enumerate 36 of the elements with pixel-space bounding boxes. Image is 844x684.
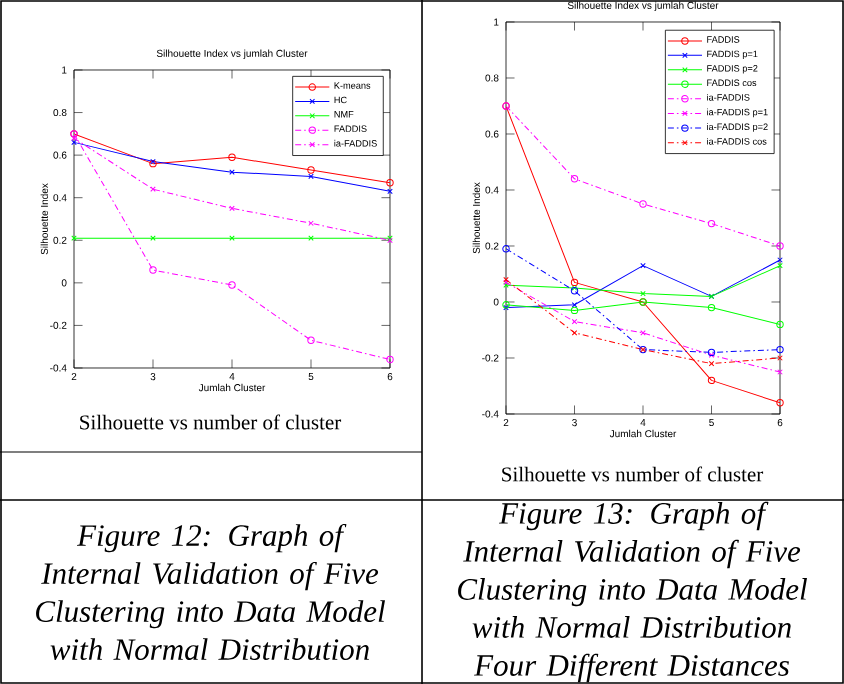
point	[228, 281, 236, 289]
point	[571, 302, 578, 308]
point	[640, 330, 646, 336]
point	[229, 169, 235, 175]
caption: Figure 13: Graph of Internal Validation of Five Clustering into Data Model with Normal Distribution Four Different Distances	[458, 501, 807, 683]
point	[639, 200, 647, 208]
point	[228, 153, 236, 161]
point	[708, 360, 715, 367]
point	[308, 173, 314, 180]
point	[307, 166, 315, 174]
point	[707, 376, 716, 385]
point	[308, 235, 314, 241]
point	[570, 306, 579, 315]
text: Silhouette vs number of cluster	[80, 414, 342, 430]
point	[229, 235, 235, 241]
point	[571, 330, 578, 336]
point	[149, 266, 157, 274]
point	[640, 290, 646, 297]
point	[707, 303, 716, 312]
point	[150, 235, 156, 241]
point	[776, 345, 784, 354]
point	[308, 220, 314, 227]
point	[570, 175, 579, 183]
point	[386, 355, 394, 364]
point	[502, 245, 510, 253]
point	[571, 318, 578, 325]
point	[229, 205, 235, 212]
point	[776, 242, 784, 250]
text: Silhouette vs number of cluster	[502, 466, 764, 482]
point	[150, 186, 156, 192]
point	[570, 278, 579, 287]
caption: Figure 12: Graph of Internal Validation of Five Clustering into Data Model with Normal Distribution	[36, 523, 385, 661]
point	[307, 336, 315, 345]
point	[640, 262, 646, 269]
point	[71, 135, 77, 141]
point	[707, 219, 716, 228]
